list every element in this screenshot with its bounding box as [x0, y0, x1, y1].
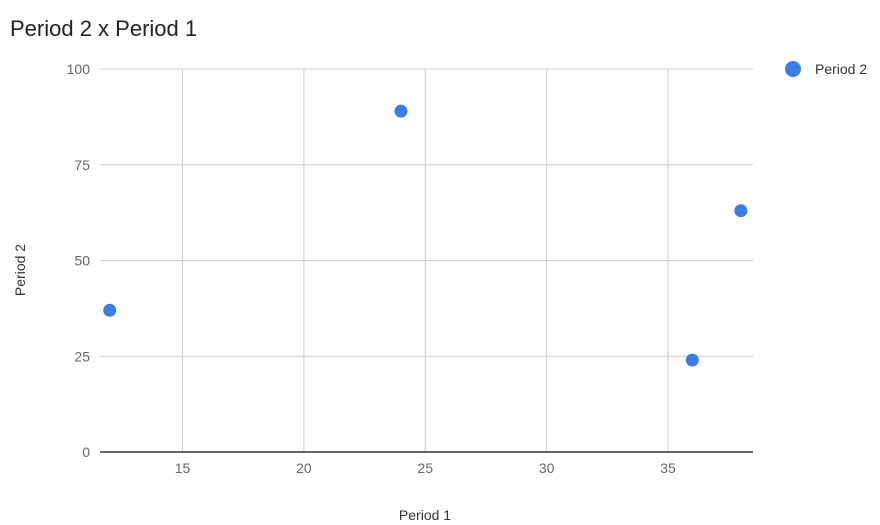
legend-label-period-2: Period 2	[815, 61, 867, 77]
y-tick-label-25: 25	[74, 348, 90, 364]
x-tick-label-20: 20	[296, 460, 312, 476]
legend-swatch-period-2	[785, 61, 801, 77]
gridlines	[100, 68, 753, 452]
data-point-0-2	[685, 353, 699, 367]
x-axis-ticks: 15 20 25 30 35	[175, 460, 676, 476]
x-tick-label-25: 25	[417, 460, 433, 476]
data-point-0-0	[103, 303, 117, 317]
y-tick-label-0: 0	[82, 444, 90, 460]
data-point-0-1	[394, 104, 408, 118]
y-axis-title: Period 2	[12, 244, 28, 296]
data-point-0-3	[734, 204, 748, 218]
y-axis-ticks: 0 25 50 75 100	[67, 61, 91, 460]
x-tick-label-30: 30	[539, 460, 555, 476]
y-tick-label-75: 75	[74, 157, 90, 173]
legend: Period 2	[785, 61, 867, 77]
y-tick-label-50: 50	[74, 253, 90, 269]
x-tick-label-35: 35	[660, 460, 676, 476]
chart-title: Period 2 x Period 1	[10, 16, 197, 41]
y-tick-label-100: 100	[67, 61, 91, 77]
data-points	[103, 104, 748, 367]
x-axis-title: Period 1	[399, 507, 451, 523]
x-tick-label-15: 15	[175, 460, 191, 476]
